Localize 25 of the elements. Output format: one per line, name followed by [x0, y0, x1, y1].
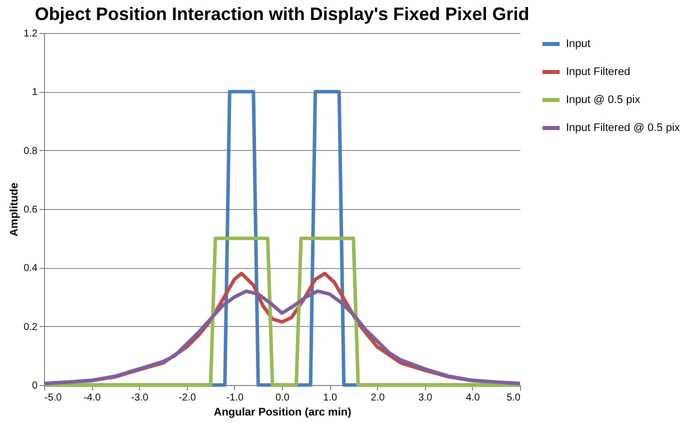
x-tick-label: 5.0: [506, 392, 521, 404]
legend-label: Input Filtered @ 0.5 pix: [566, 122, 680, 134]
x-tick-label: -4.0: [83, 392, 102, 404]
y-tick-label: 0.6: [24, 204, 38, 216]
y-axis-title: Amplitude: [8, 182, 21, 236]
x-tick-label: 0.0: [276, 392, 290, 404]
x-tick-label: 3.0: [418, 392, 433, 404]
y-tick-label: 0.8: [24, 146, 38, 157]
x-tick-label: -5.0: [44, 392, 62, 404]
y-tick-label: 1: [32, 87, 38, 98]
y-tick-label: 0.4: [24, 263, 38, 274]
legend-label: Input Filtered: [566, 66, 630, 78]
x-axis-title: Angular Position (arc min): [214, 406, 352, 418]
x-tick-label: 1.0: [323, 392, 338, 404]
x-tick-label: 2.0: [370, 392, 386, 404]
chart-title: Object Position Interaction with Display's Fixed Pixel Grid: [34, 4, 530, 24]
x-tick-label: 4.0: [466, 392, 480, 404]
legend-label: Input: [566, 38, 590, 50]
y-tick-label: 0.2: [24, 322, 38, 333]
y-tick-label: 0: [32, 380, 38, 392]
x-tick-label: -3.0: [131, 392, 149, 404]
x-tick-label: -1.0: [226, 392, 244, 404]
legend-label: Input @ 0.5 pix: [566, 94, 641, 106]
x-tick-label: -2.0: [178, 392, 196, 404]
y-tick-label: 1.2: [24, 28, 38, 40]
